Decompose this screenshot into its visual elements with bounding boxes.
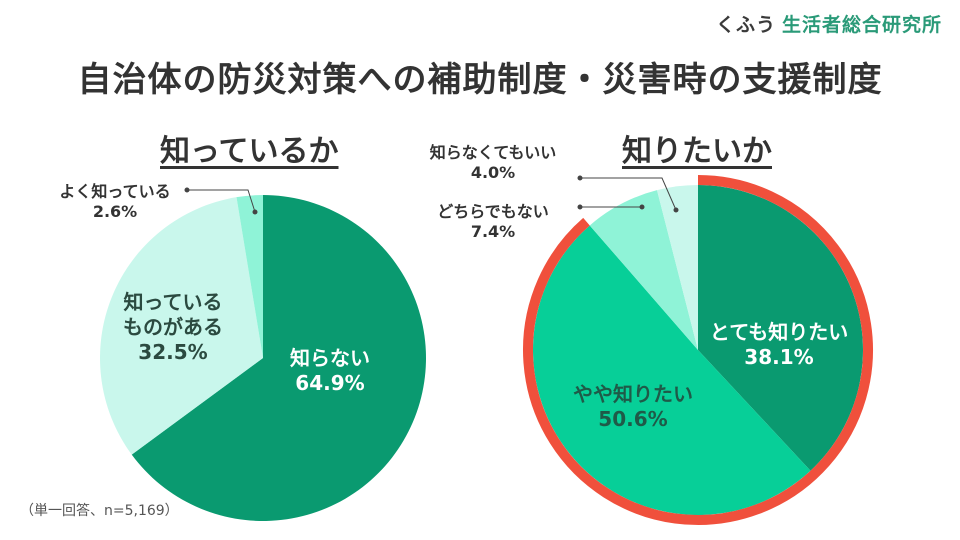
label-know-some: 知っている ものがある 32.5% — [123, 290, 223, 364]
label-very-want: とても知りたい 38.1% — [709, 320, 849, 369]
brand-logo: くふう 生活者総合研究所 — [716, 10, 942, 37]
label-need-not-know: 知らなくてもいい 4.0% — [429, 143, 557, 182]
pie-slice — [100, 197, 263, 455]
label-know-well: よく知っている 2.6% — [59, 182, 171, 221]
brand-name: 生活者総合研究所 — [781, 14, 942, 36]
highlight-ring — [523, 175, 873, 525]
leader-lines — [184, 175, 679, 215]
page-title: 自治体の防災対策への補助制度・災害時の支援制度 — [77, 60, 883, 100]
label-somewhat-want: やや知りたい 50.6% — [573, 382, 693, 431]
pie-slice — [236, 195, 263, 358]
label-dont-know: 知らない 64.9% — [290, 346, 370, 395]
right-pie — [523, 175, 873, 525]
pie-slice — [589, 190, 698, 350]
left-chart-title: 知っているか — [160, 134, 339, 169]
label-neutral: どちらでもない 7.4% — [437, 202, 549, 241]
pie-slice — [698, 185, 864, 471]
pie-slice — [657, 185, 698, 350]
pie-slice — [532, 225, 811, 516]
left-pie — [100, 195, 427, 521]
pie-slice — [131, 195, 427, 521]
right-chart-title: 知りたいか — [622, 134, 772, 169]
sample-note: （単一回答、n=5,169） — [20, 503, 179, 519]
brand-prefix: くふう — [715, 14, 776, 36]
